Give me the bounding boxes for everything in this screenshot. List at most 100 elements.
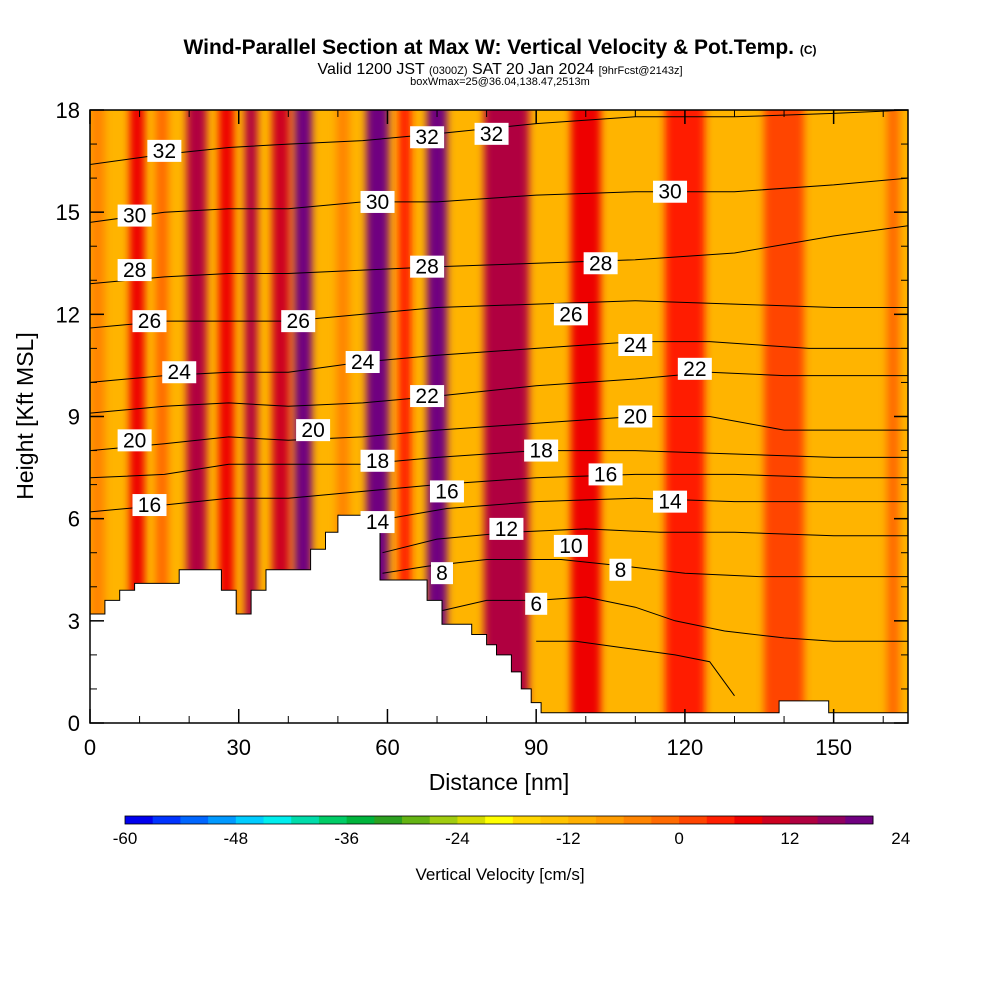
- contour-label-1: 30: [123, 205, 146, 228]
- colorbar-tick-label: -48: [224, 829, 249, 848]
- colorbar-swatch: [152, 816, 181, 824]
- contour-label-11: 18: [366, 450, 389, 473]
- contour-label-box: [553, 534, 588, 557]
- contour-label-18: 32: [480, 123, 503, 146]
- theta-contour-12: [382, 528, 908, 554]
- colorbar-tick-label: -24: [445, 829, 470, 848]
- colorbar-swatch: [429, 816, 458, 824]
- contour-label-box: [117, 259, 152, 282]
- contour-label-box: [583, 252, 618, 275]
- contour-label-24: 28: [589, 252, 612, 275]
- colorbar-swatch: [125, 816, 154, 824]
- contour-label-12: 14: [366, 511, 390, 534]
- contour-label-box: [360, 449, 395, 472]
- contour-label-23: 10: [559, 535, 582, 558]
- contour-label-28: 20: [624, 406, 647, 429]
- x-tick-label: 0: [84, 735, 96, 760]
- contour-label-16: 16: [435, 480, 458, 503]
- colorbar-swatch: [457, 816, 486, 824]
- colorbar-swatch: [762, 816, 791, 824]
- contour-label-9: 24: [351, 351, 375, 374]
- contour-label-box: [677, 357, 712, 380]
- contour-label-box: [618, 333, 653, 356]
- contour-label-box: [345, 351, 380, 374]
- colorbar-swatch: [180, 816, 209, 824]
- chart-subtitle: Valid 1200 JST (0300Z) SAT 20 Jan 2024 […: [317, 61, 683, 78]
- velocity-band-2: [155, 110, 169, 723]
- theta-contour-18: [90, 450, 908, 479]
- velocity-band-5: [244, 110, 258, 723]
- contour-label-19: 12: [495, 518, 518, 541]
- colorbar-swatch: [817, 816, 846, 824]
- contour-label-29: 30: [658, 181, 681, 204]
- contour-label-15: 22: [415, 385, 438, 408]
- terrain: [90, 514, 908, 723]
- contour-label-22: 26: [559, 303, 582, 326]
- contour-label-box: [618, 405, 653, 428]
- contour-label-31: 22: [683, 358, 706, 381]
- contour-label-box: [360, 190, 395, 213]
- theta-contour-8: [441, 596, 908, 642]
- colorbar-swatch: [651, 816, 680, 824]
- y-tick-label: 0: [68, 711, 80, 736]
- x-tick-label: 150: [815, 735, 852, 760]
- contour-label-box: [588, 463, 623, 486]
- contour-label-25: 16: [594, 463, 617, 486]
- colorbar-swatch: [706, 816, 735, 824]
- copyright-mark: (C): [799, 43, 817, 57]
- colorbar-swatch: [318, 816, 348, 824]
- contour-label-10: 30: [366, 191, 389, 214]
- colorbar-swatch: [540, 816, 569, 824]
- contour-label-box: [410, 255, 445, 278]
- velocity-band-15: [764, 110, 804, 723]
- theta-contour-20: [90, 416, 908, 452]
- colorbar-swatch: [346, 816, 375, 824]
- colorbar-swatch: [235, 816, 265, 824]
- contour-label-27: 8: [615, 559, 627, 582]
- contour-label-box: [360, 511, 395, 534]
- y-axis-label: Height [Kft MSL]: [12, 332, 38, 499]
- x-axis-label: Distance [nm]: [429, 769, 570, 795]
- colorbar-swatch: [845, 816, 874, 824]
- colorbar-tick-label: 12: [780, 829, 799, 848]
- colorbar-label: Vertical Velocity [cm/s]: [415, 865, 584, 884]
- colorbar-swatch: [263, 816, 292, 824]
- colorbar-swatch: [623, 816, 652, 824]
- contour-label-4: 24: [168, 361, 192, 384]
- contour-label-box: [609, 558, 632, 581]
- theta-contour-24: [90, 341, 908, 383]
- contour-label-box: [132, 494, 167, 517]
- colorbar-swatch: [679, 816, 708, 824]
- contour-label-21: 18: [529, 440, 552, 463]
- contour-label-box: [132, 310, 167, 333]
- colorbar-swatch: [291, 816, 320, 824]
- theta-contour-30: [90, 177, 908, 223]
- contour-label-7: 26: [287, 310, 310, 333]
- contour-label-box: [653, 490, 688, 513]
- colorbar-tick-label: 0: [674, 829, 683, 848]
- contour-label-box: [117, 204, 152, 227]
- contour-label-box: [429, 480, 464, 503]
- colorbar-swatch: [402, 816, 431, 824]
- x-tick-label: 30: [226, 735, 250, 760]
- colorbar-swatch: [595, 816, 625, 824]
- contour-label-box: [296, 419, 331, 442]
- contour-label-box: [410, 385, 445, 408]
- colorbar-swatch: [208, 816, 237, 824]
- colorbar-frame: [124, 815, 874, 825]
- contour-label-box: [430, 562, 453, 585]
- velocity-band-13: [570, 110, 601, 723]
- y-tick-label: 12: [56, 302, 80, 327]
- theta-contour-6: [536, 640, 735, 697]
- contour-label-box: [524, 439, 559, 462]
- chart-title: Wind-Parallel Section at Max W: Vertical…: [183, 36, 817, 59]
- contour-label-13: 32: [415, 126, 438, 149]
- contour-label-box: [281, 310, 316, 333]
- box-info: boxWmax=25@36.04,138.47,2513m: [410, 76, 590, 88]
- colorbar-tick-label: -12: [556, 829, 581, 848]
- velocity-band-4: [218, 110, 234, 723]
- x-tick-label: 60: [375, 735, 399, 760]
- contour-label-2: 28: [123, 259, 146, 282]
- colorbar-swatch: [789, 816, 819, 824]
